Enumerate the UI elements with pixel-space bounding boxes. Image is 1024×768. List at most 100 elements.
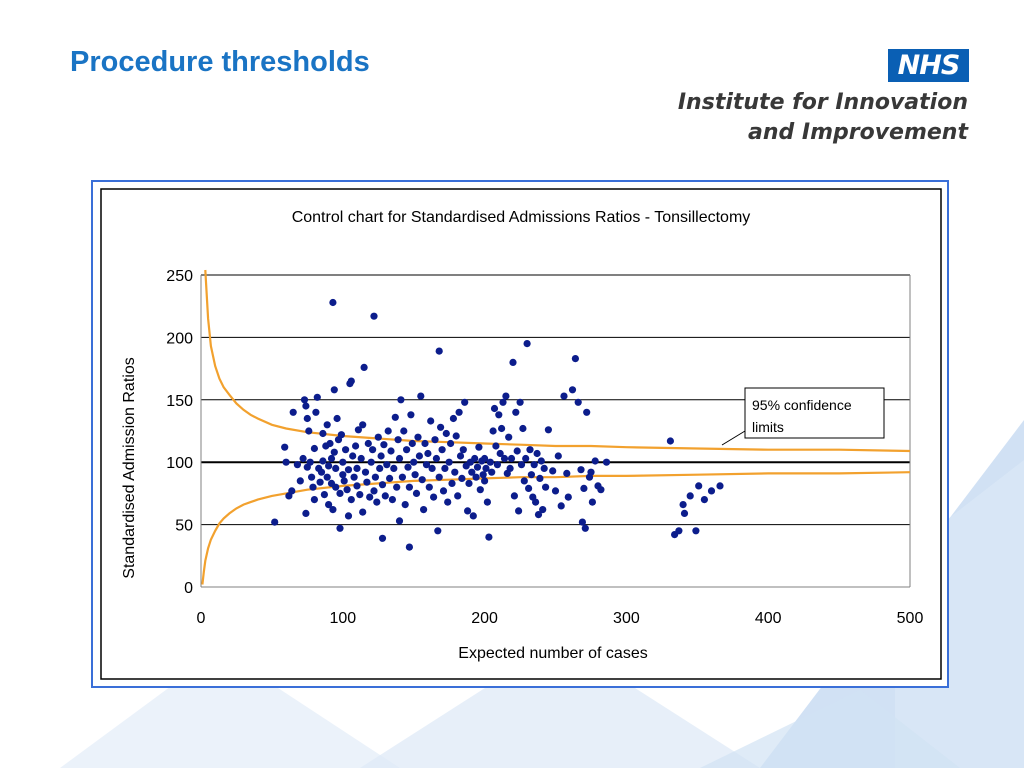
data-point xyxy=(349,452,357,460)
x-tick-label: 300 xyxy=(613,610,640,627)
data-point xyxy=(421,439,429,448)
data-point xyxy=(431,436,439,444)
data-point xyxy=(481,454,489,463)
data-point xyxy=(530,461,538,469)
data-point xyxy=(509,358,517,366)
data-point xyxy=(388,496,396,504)
data-point xyxy=(374,433,382,441)
data-point xyxy=(496,449,504,458)
data-point xyxy=(405,543,413,551)
data-point xyxy=(376,464,384,472)
annotation-box xyxy=(744,387,885,439)
data-point xyxy=(560,392,568,400)
data-point xyxy=(452,432,460,440)
data-point xyxy=(591,457,599,465)
data-point xyxy=(325,462,333,470)
data-point xyxy=(282,458,290,466)
tick-labels: 0 50 100 150 200 250 0 100 200 300 400 500 xyxy=(166,268,923,627)
data-point xyxy=(473,463,482,471)
data-point xyxy=(587,468,595,476)
data-point xyxy=(343,486,351,494)
data-point xyxy=(581,524,589,532)
data-point xyxy=(350,473,358,481)
y-tick-label: 250 xyxy=(166,268,193,285)
data-point xyxy=(532,498,540,506)
x-tick-label: 400 xyxy=(755,610,782,627)
data-point xyxy=(404,463,412,471)
data-point xyxy=(373,498,381,506)
data-point xyxy=(427,417,435,425)
data-point xyxy=(583,408,591,416)
data-point xyxy=(281,443,289,451)
data-point xyxy=(551,487,560,495)
data-point xyxy=(332,464,340,472)
data-point xyxy=(326,439,334,448)
data-point xyxy=(332,483,340,491)
data-point xyxy=(602,458,611,466)
data-point xyxy=(516,398,524,406)
data-point xyxy=(435,347,443,355)
data-point xyxy=(400,427,408,435)
data-point xyxy=(692,527,700,535)
x-tick-label: 200 xyxy=(471,610,498,627)
data-point xyxy=(397,396,405,404)
data-point xyxy=(403,446,411,454)
data-point xyxy=(485,533,493,541)
chart-frame: Control chart for Standardised Admission… xyxy=(91,180,949,688)
data-point xyxy=(495,411,503,419)
data-point xyxy=(438,446,446,454)
data-point xyxy=(597,486,605,494)
data-point xyxy=(486,458,494,466)
data-point xyxy=(499,398,507,406)
data-point xyxy=(461,398,469,406)
data-point xyxy=(515,507,523,515)
data-point xyxy=(564,493,572,501)
data-point xyxy=(340,477,348,485)
data-point xyxy=(408,439,416,448)
data-point xyxy=(330,386,338,394)
data-point xyxy=(395,517,404,525)
data-point xyxy=(563,469,571,477)
y-tick-label: 200 xyxy=(166,330,193,347)
data-point xyxy=(574,398,582,406)
data-point xyxy=(420,506,428,514)
data-point xyxy=(383,461,391,469)
y-tick-label: 150 xyxy=(166,393,193,410)
data-point xyxy=(481,477,489,485)
data-point xyxy=(293,461,301,469)
data-point xyxy=(410,458,418,466)
data-point xyxy=(329,506,337,514)
data-point xyxy=(554,452,562,460)
data-point xyxy=(544,426,552,434)
data-point xyxy=(306,458,314,466)
data-point xyxy=(588,498,596,506)
data-point xyxy=(540,464,548,472)
data-point xyxy=(378,534,387,542)
y-tick-label: 100 xyxy=(166,455,193,472)
data-point xyxy=(337,431,345,439)
data-point xyxy=(476,486,484,494)
data-point xyxy=(458,474,466,482)
data-point xyxy=(302,402,310,410)
data-point xyxy=(490,404,499,413)
data-point xyxy=(666,437,675,445)
data-point xyxy=(370,487,378,495)
data-point xyxy=(391,413,399,421)
data-point xyxy=(271,518,279,526)
data-point xyxy=(451,468,459,476)
x-tick-label: 500 xyxy=(897,610,924,627)
data-point xyxy=(483,498,491,506)
data-point xyxy=(319,457,327,465)
data-point xyxy=(380,441,388,449)
data-point xyxy=(441,464,449,472)
data-point xyxy=(359,508,367,516)
data-point xyxy=(302,509,310,517)
data-point xyxy=(502,392,510,400)
data-point xyxy=(578,518,586,526)
annotation-text-line-2: limits xyxy=(752,419,784,435)
data-point xyxy=(344,466,353,474)
data-point xyxy=(347,496,355,504)
data-point xyxy=(571,355,579,363)
data-point xyxy=(447,439,455,448)
data-point xyxy=(493,461,501,469)
